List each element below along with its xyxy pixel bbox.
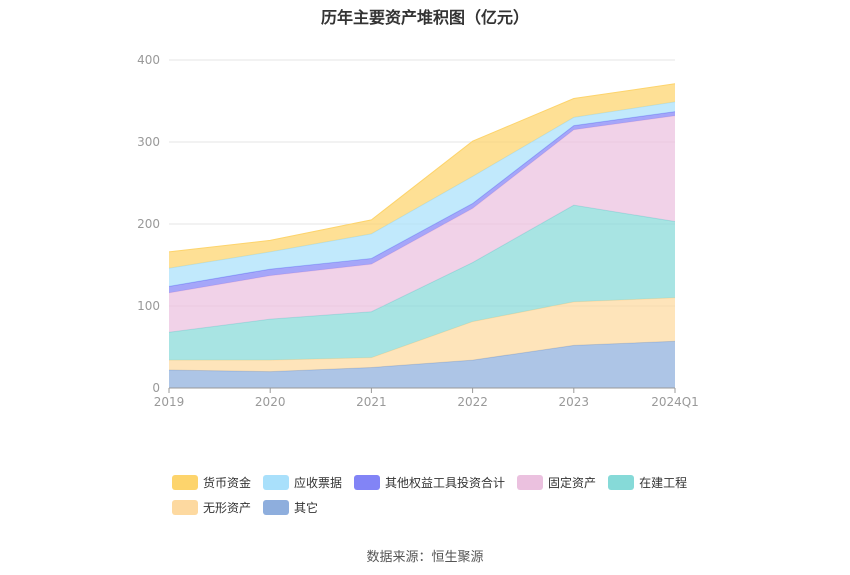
- chart-legend: 货币资金 应收票据 其他权益工具投资合计 固定资产 在建工程无形资产 其它: [172, 470, 732, 520]
- y-tick-label: 200: [137, 217, 160, 231]
- legend-label: 应收票据: [294, 476, 343, 490]
- legend-swatch: [354, 475, 381, 490]
- area-固定资产: [169, 115, 675, 333]
- y-tick-label: 300: [137, 135, 160, 149]
- legend-item[interactable]: 无形资产: [172, 495, 251, 520]
- legend-item[interactable]: 其他权益工具投资合计: [354, 470, 505, 495]
- x-tick-label: 2020: [255, 395, 286, 409]
- x-tick-label: 2022: [457, 395, 488, 409]
- legend-swatch: [263, 500, 290, 515]
- area-应收票据: [169, 101, 675, 287]
- area-无形资产: [169, 297, 675, 372]
- legend-swatch: [172, 500, 198, 515]
- legend-label: 无形资产: [203, 501, 252, 515]
- x-tick-label: 2023: [559, 395, 590, 409]
- legend-label: 其它: [294, 501, 319, 515]
- area-edge-货币资金: [168, 83, 676, 253]
- area-其它: [169, 341, 675, 388]
- legend-item[interactable]: 在建工程: [608, 470, 687, 495]
- legend-item[interactable]: 应收票据: [263, 470, 342, 495]
- y-tick-label: 100: [137, 299, 160, 313]
- x-tick-label: 2019: [154, 395, 185, 409]
- area-在建工程: [169, 205, 675, 361]
- legend-item[interactable]: 其它: [263, 495, 318, 520]
- legend-swatch: [608, 475, 635, 490]
- y-tick-label: 400: [137, 53, 160, 67]
- y-tick-label: 0: [152, 381, 160, 395]
- chart-title: 历年主要资产堆积图（亿元）: [320, 8, 529, 27]
- legend-label: 其他权益工具投资合计: [385, 476, 506, 490]
- legend-label: 固定资产: [548, 476, 597, 490]
- legend-item[interactable]: 固定资产: [517, 470, 596, 495]
- legend-swatch: [517, 475, 544, 490]
- legend-swatch: [172, 475, 198, 490]
- area-货币资金: [169, 83, 675, 269]
- x-tick-label: 2024Q1: [651, 395, 699, 409]
- legend-item[interactable]: 货币资金: [172, 470, 251, 495]
- legend-label: 货币资金: [203, 476, 252, 490]
- x-tick-label: 2021: [356, 395, 387, 409]
- legend-label: 在建工程: [639, 476, 688, 490]
- data-source-note: 数据来源：恒生聚源: [366, 550, 484, 565]
- legend-swatch: [263, 475, 290, 490]
